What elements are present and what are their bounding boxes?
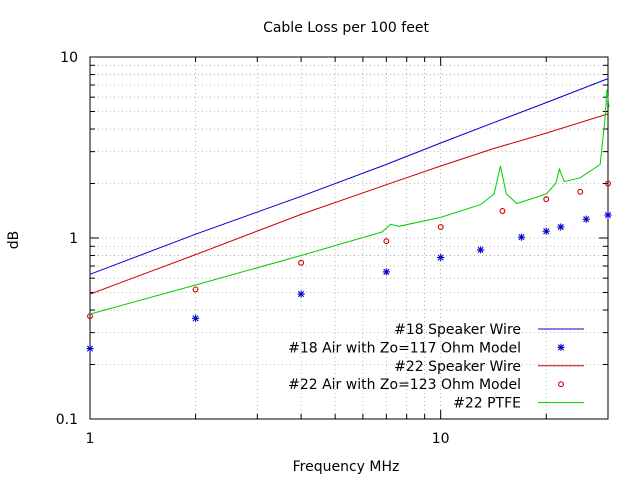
legend: #18 Speaker Wire #18 Air with Zo=117 Ohm … xyxy=(288,322,584,412)
series-line xyxy=(89,113,609,295)
series-3 xyxy=(87,180,611,320)
axis-ticks: 1 10 0.1 1 10 xyxy=(56,50,608,447)
data-point xyxy=(557,223,565,231)
data-point xyxy=(499,208,506,214)
legend-label: #18 Speaker Wire xyxy=(394,322,521,338)
series-0 xyxy=(89,78,609,275)
data-point xyxy=(477,246,485,254)
legend-swatch xyxy=(558,381,564,388)
data-point xyxy=(437,224,444,230)
data-point xyxy=(86,344,94,353)
legend-label: #22 PTFE xyxy=(453,396,521,412)
data-point xyxy=(192,286,199,293)
data-point xyxy=(382,268,390,276)
data-point xyxy=(191,314,200,322)
series-4 xyxy=(89,89,610,315)
x-axis-label: Frequency MHz xyxy=(293,459,400,475)
series-line xyxy=(89,89,610,315)
y-tick-label: 1 xyxy=(69,231,78,247)
data-point xyxy=(605,180,611,187)
data-point xyxy=(297,290,305,298)
legend-label: #18 Air with Zo=117 Ohm Model xyxy=(288,340,521,356)
x-tick-label: 10 xyxy=(432,431,450,447)
series-2 xyxy=(89,113,609,295)
data-point xyxy=(604,211,612,219)
y-tick-label: 0.1 xyxy=(56,412,78,428)
legend-label: #22 Speaker Wire xyxy=(394,359,521,375)
legend-label: #22 Air with Zo=123 Ohm Model xyxy=(288,377,521,393)
data-point xyxy=(542,227,550,235)
data-point xyxy=(543,196,550,203)
legend-swatch xyxy=(557,343,565,351)
y-axis-label: dB xyxy=(6,231,22,250)
grid xyxy=(90,57,608,419)
series-1 xyxy=(86,211,612,353)
data-point xyxy=(298,259,305,266)
x-tick-label: 1 xyxy=(86,431,95,447)
y-tick-label: 10 xyxy=(60,50,78,66)
series-layer xyxy=(86,78,612,353)
data-point xyxy=(437,253,445,262)
data-point xyxy=(577,188,584,195)
data-point xyxy=(582,215,590,223)
series-line xyxy=(89,78,609,275)
data-point xyxy=(383,238,390,245)
chart-title: Cable Loss per 100 feet xyxy=(263,20,429,36)
data-point xyxy=(517,233,526,241)
